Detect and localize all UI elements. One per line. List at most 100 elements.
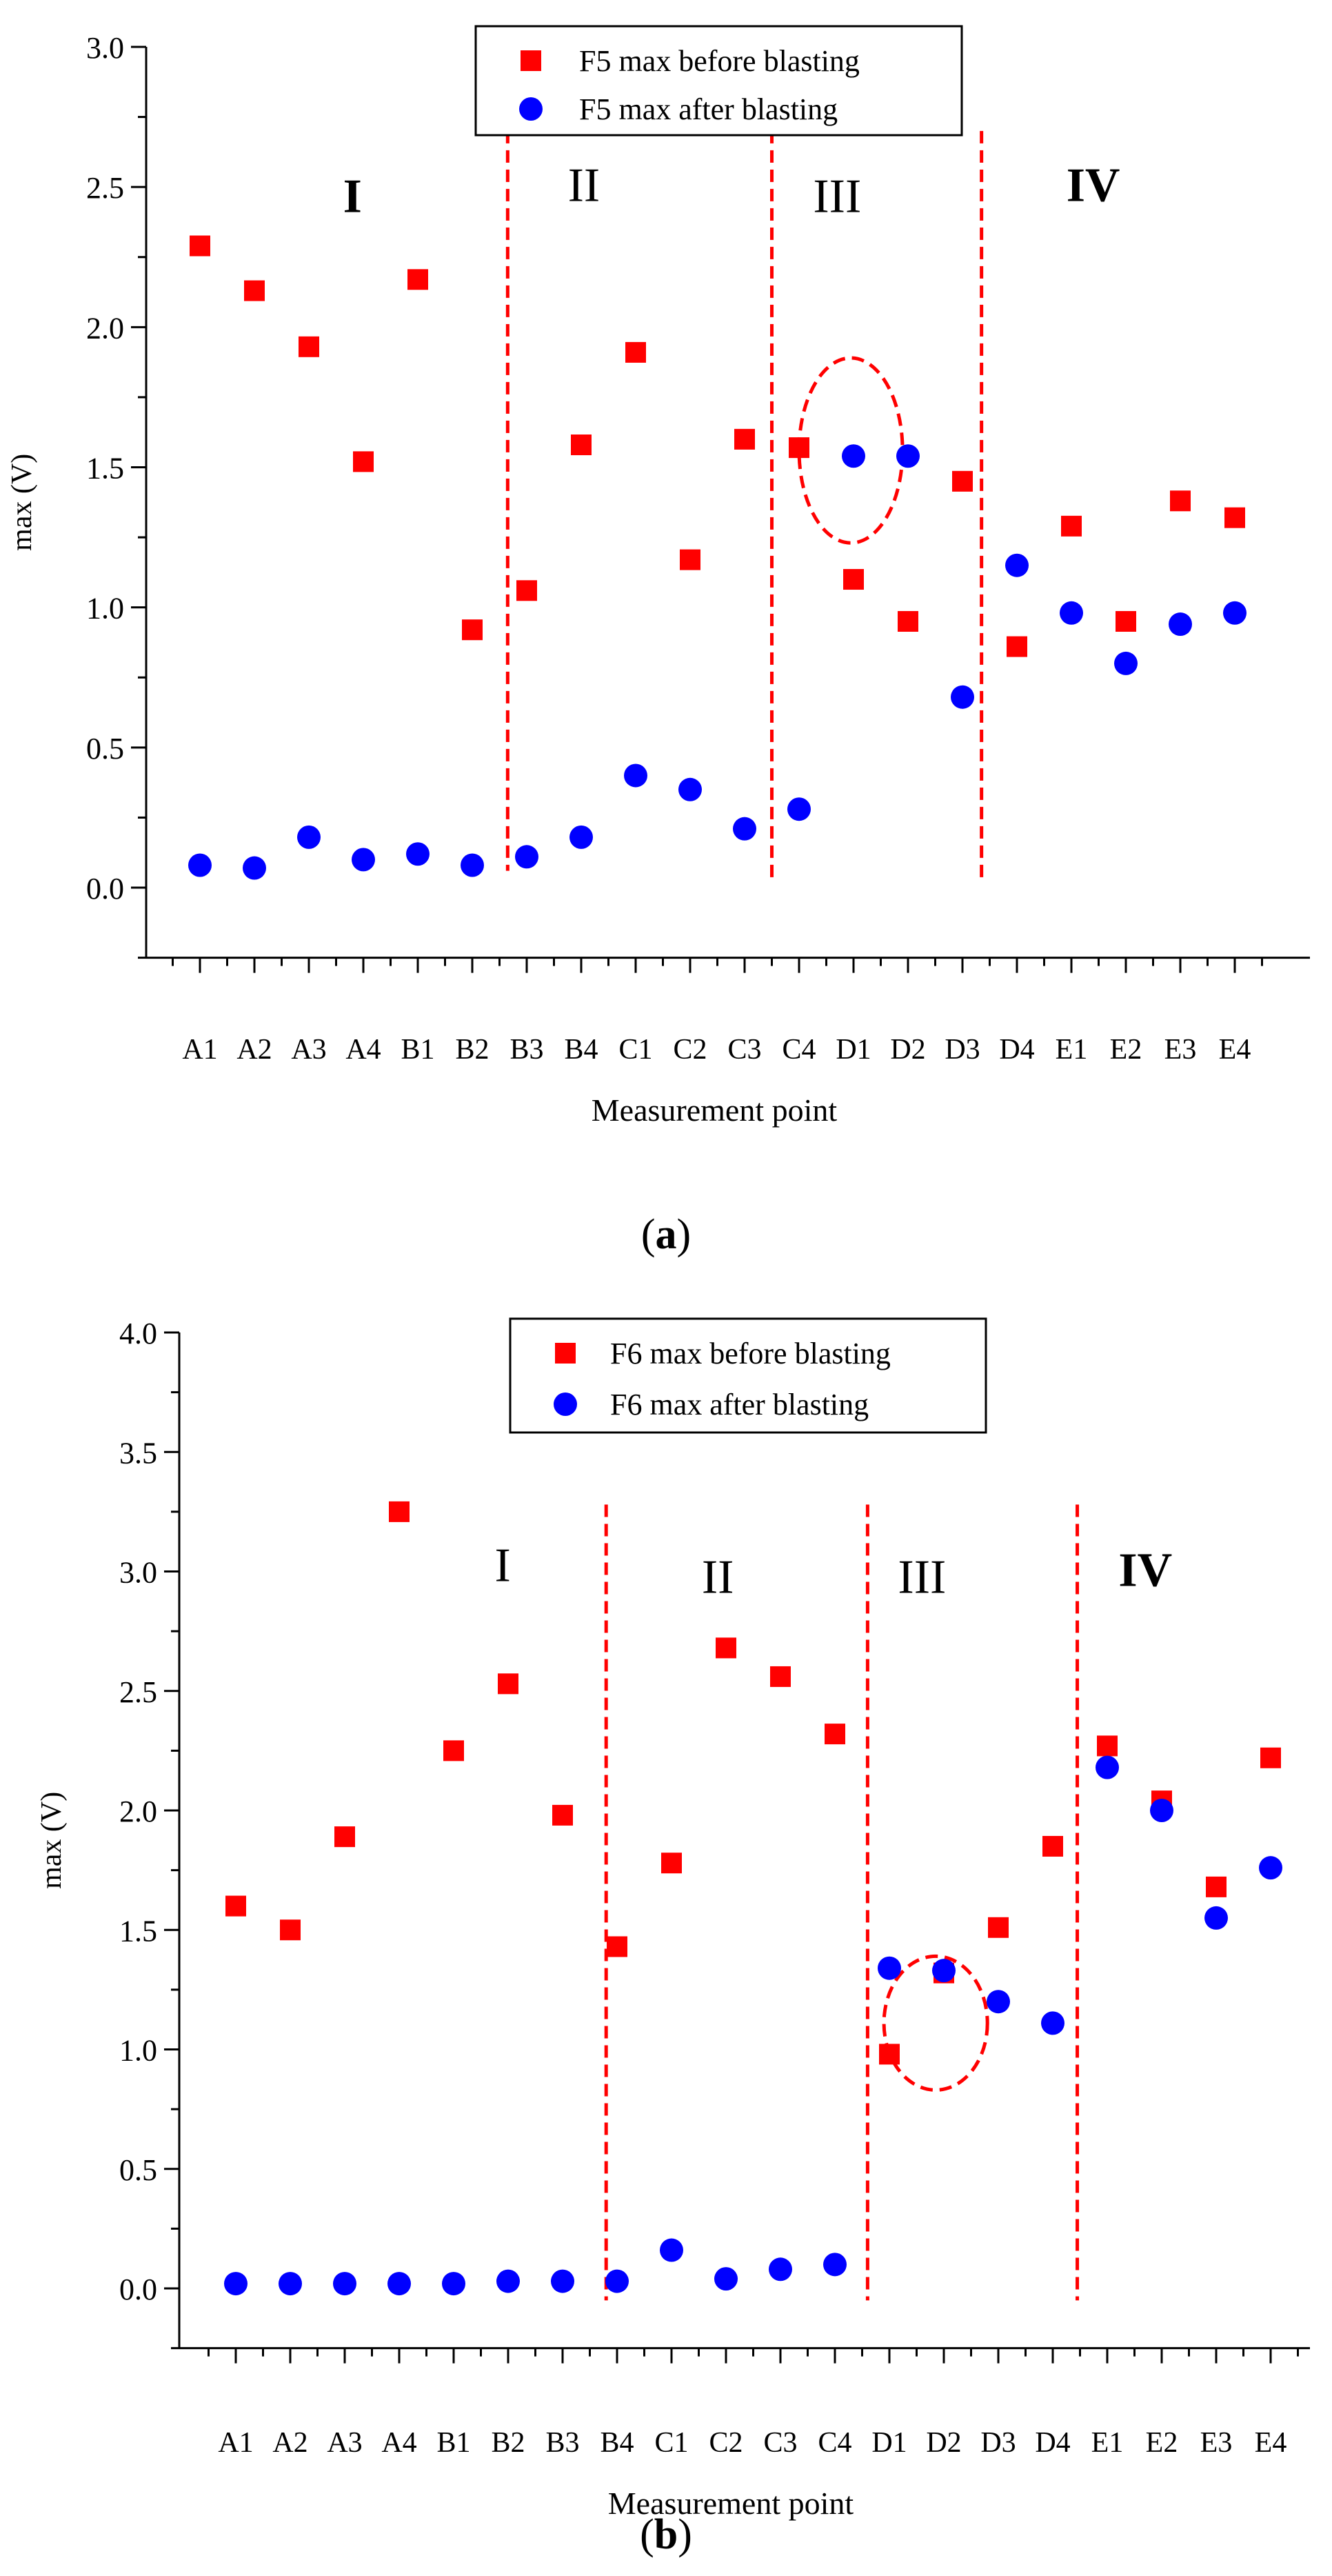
point-before-C4 [825,1724,845,1745]
point-after-D2 [932,1959,956,1983]
point-after-E1 [1060,601,1083,625]
point-before-B2 [498,1673,518,1695]
x-tick-label: C3 [727,1034,761,1066]
caption-paren-open: ( [640,2511,654,2558]
x-tick-label: D4 [999,1034,1034,1066]
legend-label-after: F5 max after blasting [579,92,838,126]
x-tick-label: E4 [1219,1034,1251,1066]
point-after-E3 [1169,612,1192,637]
y-tick-label: 3.0 [119,1556,157,1590]
point-after-D4 [1041,2011,1064,2035]
point-after-A3 [297,825,321,849]
caption-letter: a [656,1211,677,1258]
y-tick-label: 2.5 [119,1675,157,1709]
point-before-B1 [407,269,428,290]
x-tick-label: B4 [564,1034,598,1066]
y-tick-label: 3.5 [119,1436,157,1470]
x-tick-label: B1 [436,2427,470,2459]
point-after-E1 [1096,1755,1119,1779]
point-before-B1 [443,1740,464,1761]
x-tick-label: A2 [236,1034,272,1066]
y-tick-label: 1.5 [119,1914,157,1948]
region-label: I [494,1539,510,1592]
point-before-C3 [734,428,755,450]
panel-caption-b: (b) [640,2511,692,2558]
x-tick-label: A2 [272,2427,307,2459]
point-after-B4 [569,825,593,849]
region-label: IV [1067,159,1120,212]
legend-marker-after [519,97,543,121]
point-before-D2 [898,610,918,632]
point-before-A4 [389,1501,410,1522]
x-tick-label: A3 [327,2427,362,2459]
point-before-C4 [789,437,809,459]
point-after-D2 [896,444,920,468]
point-after-B3 [551,2269,574,2293]
x-tick-label: C3 [763,2427,797,2459]
y-tick-label: 0.5 [86,732,124,766]
y-tick-label: 1.5 [86,452,124,486]
point-after-D3 [951,685,974,709]
legend-label-before: F6 max before blasting [610,1337,891,1370]
point-before-A3 [299,336,319,357]
point-after-B4 [605,2269,629,2293]
y-tick-label: 2.5 [86,171,124,205]
y-tick-label: 2.0 [86,311,124,345]
x-axis-title: Measurement point [592,1092,838,1128]
point-before-E4 [1224,507,1245,528]
point-after-B2 [461,853,484,877]
point-before-D1 [879,2044,900,2065]
point-before-A1 [225,1895,246,1917]
point-before-B4 [607,1936,627,1957]
y-axis-title: max (V) [36,1792,68,1889]
panel-caption-a: (a) [641,1211,691,1258]
x-tick-label: E2 [1146,2427,1178,2459]
x-tick-label: A1 [218,2427,253,2459]
y-tick-label: 2.0 [119,1795,157,1828]
caption-paren-open: ( [641,1211,656,1258]
x-tick-label: C2 [709,2427,743,2459]
x-tick-label: B1 [401,1034,434,1066]
x-tick-label: D2 [926,2427,961,2459]
point-after-C2 [678,777,702,801]
point-after-C3 [733,817,756,841]
point-after-B2 [496,2269,520,2293]
point-before-D3 [952,470,973,492]
point-after-A3 [333,2272,356,2296]
x-tick-label: B4 [600,2427,634,2459]
x-tick-label: D1 [871,2427,907,2459]
x-tick-label: A1 [182,1034,217,1066]
point-after-D1 [878,1956,901,1980]
x-tick-label: E3 [1200,2427,1233,2459]
x-tick-label: E3 [1164,1034,1197,1066]
point-after-A4 [387,2272,411,2296]
x-tick-label: C4 [818,2427,851,2459]
point-after-A4 [352,848,375,872]
point-before-E3 [1170,490,1191,512]
caption-paren-close: ) [677,1211,692,1258]
point-before-D4 [1007,636,1027,657]
y-tick-label: 0.0 [119,2273,157,2306]
point-before-E4 [1260,1747,1281,1768]
highlight-ellipse [882,1954,989,2092]
y-tick-label: 4.0 [119,1317,157,1350]
x-tick-label: D2 [890,1034,925,1066]
point-after-E2 [1150,1799,1173,1822]
point-before-A3 [334,1826,355,1848]
x-tick-label: B2 [491,2427,525,2459]
caption-paren-close: ) [678,2511,692,2558]
point-after-D3 [987,1990,1010,2014]
region-label: III [813,170,861,223]
point-after-C1 [660,2238,683,2262]
y-tick-label: 0.0 [86,872,124,906]
y-axis-title: max (V) [6,454,38,551]
point-before-C2 [680,549,700,570]
point-after-B1 [442,2272,465,2296]
legend-label-after: F6 max after blasting [610,1388,869,1421]
point-after-E4 [1223,601,1247,625]
point-after-B1 [406,842,430,866]
legend-label-before: F5 max before blasting [579,44,860,78]
y-tick-label: 0.5 [119,2153,157,2187]
x-tick-label: A4 [381,2427,416,2459]
